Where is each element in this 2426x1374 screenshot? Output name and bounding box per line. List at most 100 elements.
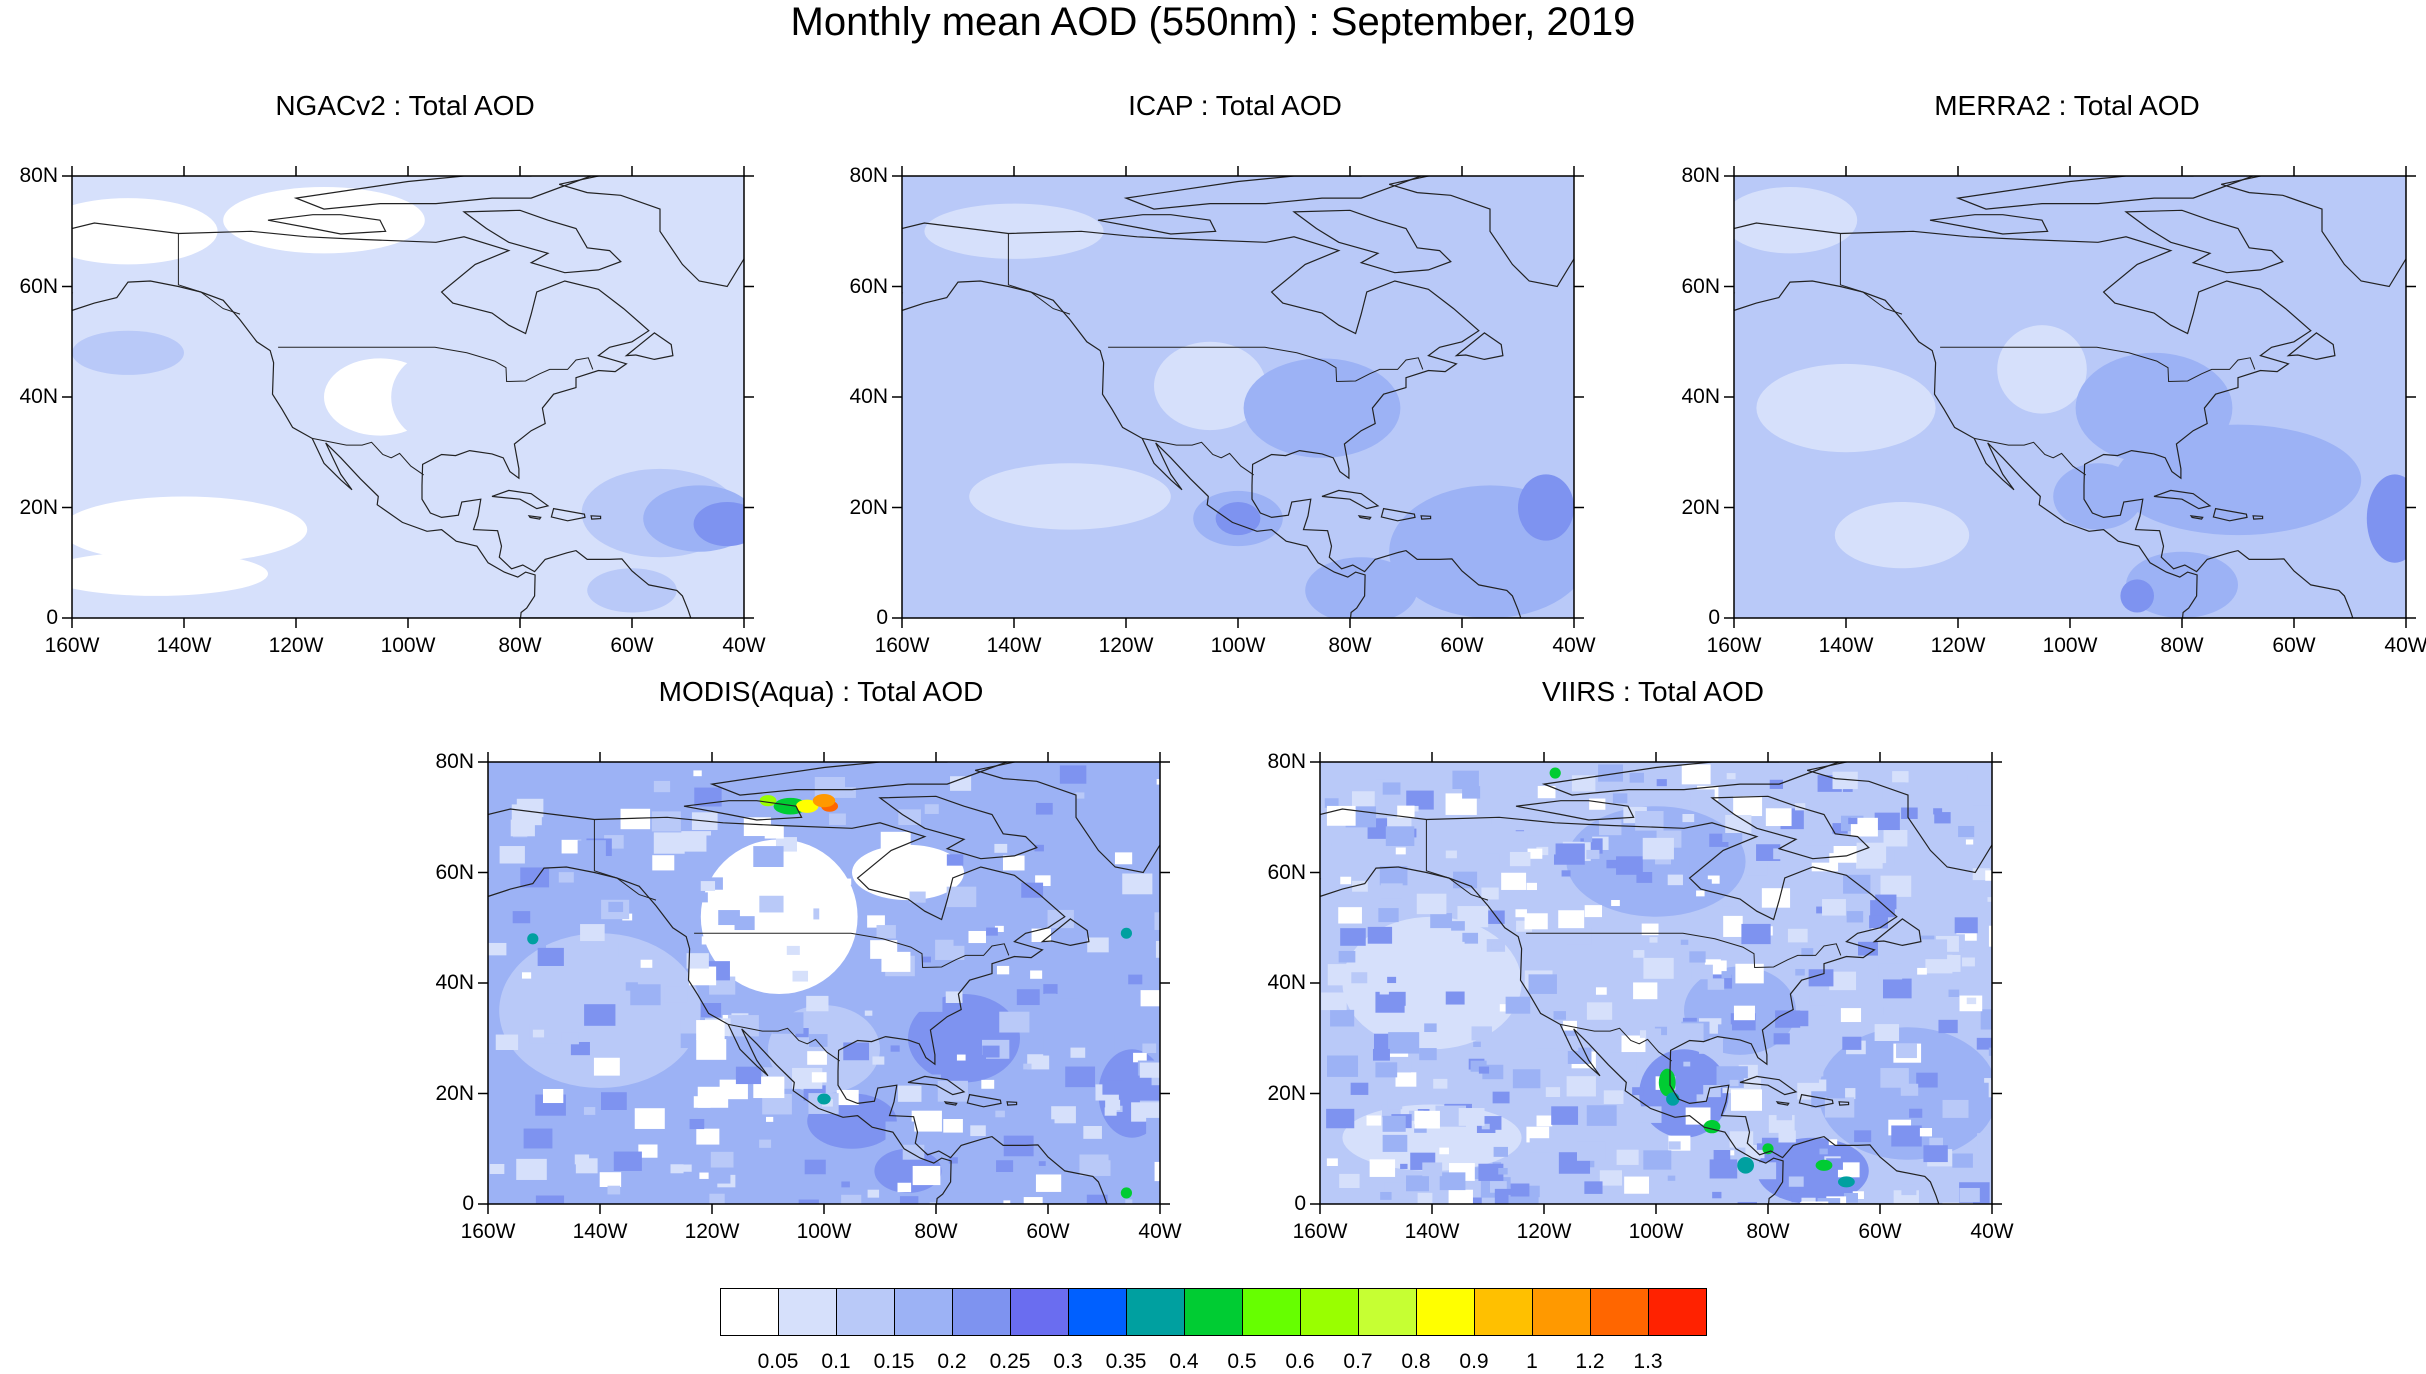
aod-cell	[806, 995, 829, 1012]
colorbar-box	[836, 1288, 895, 1336]
aod-cell	[1416, 893, 1447, 915]
aod-cell	[1809, 994, 1826, 1006]
aod-cell	[1458, 1108, 1485, 1126]
aod-cell	[1553, 843, 1585, 865]
lon-label: 140W	[986, 634, 1042, 657]
coastline-island	[943, 1101, 958, 1106]
aod-cell	[1492, 1091, 1510, 1104]
aod-cell	[601, 1092, 627, 1110]
aod-cell	[1140, 990, 1160, 1007]
coastline-island	[1798, 1093, 1834, 1108]
aod-region	[1342, 916, 1522, 1050]
aod-cell	[620, 808, 651, 830]
aod-cell	[1977, 1133, 1992, 1151]
aod-cell	[1035, 1174, 1062, 1192]
lon-label: 80W	[498, 634, 542, 657]
aod-cell	[516, 1158, 547, 1180]
aod-cell	[1616, 1149, 1639, 1165]
lat-label: 20N	[1681, 495, 1720, 519]
aod-cell	[1761, 888, 1791, 908]
aod-cell	[570, 1041, 590, 1056]
aod-cell	[1636, 872, 1653, 883]
aod-cell	[652, 1078, 679, 1096]
aod-cell	[1917, 967, 1927, 975]
aod-cell	[880, 980, 891, 988]
aod-cell	[686, 953, 709, 969]
coastline-island	[683, 800, 803, 821]
coastline-island	[1006, 1101, 1018, 1106]
aod-cell	[922, 956, 932, 963]
colorbar-label: 1.3	[1633, 1350, 1663, 1373]
coastline-island	[462, 209, 622, 274]
aod-region	[924, 203, 1104, 259]
aod-cell	[577, 840, 606, 860]
aod-cell	[608, 901, 624, 913]
aod-hotspot	[1762, 1143, 1774, 1155]
aod-cell	[523, 1128, 553, 1149]
aod-cell	[1382, 1115, 1406, 1132]
aod-cell	[693, 1096, 711, 1108]
aod-cell	[1154, 912, 1160, 930]
aod-cell	[1586, 1002, 1613, 1020]
lon-label: 120W	[268, 634, 324, 657]
aod-cell	[945, 991, 963, 1003]
aod-cell	[1639, 1030, 1652, 1038]
aod-cell	[996, 1114, 1014, 1127]
aod-cell	[614, 772, 637, 789]
coastline-north-america	[1734, 222, 2354, 618]
aod-cell	[613, 1151, 642, 1171]
coastline-island	[1775, 1101, 1790, 1106]
aod-cell	[520, 867, 550, 888]
aod-region	[908, 994, 1020, 1083]
aod-cell	[1880, 1068, 1909, 1088]
panel-ngacv2: NGACv2 : Total AOD 80N 60N 40N 20N 0 160W 140W…	[0, 90, 770, 657]
aod-cell	[792, 970, 809, 982]
aod-cell	[1756, 1143, 1767, 1150]
aod-cell	[499, 846, 525, 864]
aod-cell	[1616, 856, 1643, 875]
aod-cell	[1633, 982, 1658, 1000]
aod-cell	[912, 1165, 941, 1186]
aod-cell	[709, 1193, 725, 1204]
aod-cell	[1473, 1041, 1481, 1047]
aod-cell	[1499, 1004, 1511, 1012]
aod-region	[693, 501, 744, 547]
aod-hotspot	[817, 1093, 831, 1105]
aod-cell	[1668, 1141, 1681, 1150]
aod-cell	[1599, 1170, 1623, 1186]
aod-cell	[1829, 971, 1857, 991]
aod-cell	[1988, 1080, 1992, 1098]
colorbar-box	[1068, 1288, 1127, 1336]
country-border	[728, 1023, 840, 1062]
aod-cell	[1682, 813, 1695, 823]
aod-cell	[1801, 948, 1814, 957]
aod-cell	[1489, 1181, 1507, 1193]
panel-title: VIIRS : Total AOD	[1541, 676, 1765, 707]
coastline-island	[1097, 214, 1217, 235]
coastline-island	[1739, 1075, 1798, 1096]
aod-cell	[1713, 1150, 1731, 1162]
aod-cell	[1510, 1183, 1530, 1197]
country-border	[1560, 1023, 1672, 1062]
aod-cell	[1787, 928, 1808, 943]
aod-cell	[1624, 1176, 1650, 1194]
aod-cell	[1439, 1147, 1449, 1155]
aod-cell	[1378, 908, 1399, 923]
map	[478, 752, 1170, 1214]
aod-cell	[1445, 850, 1457, 859]
aod-cell	[829, 813, 846, 826]
aod-cell	[1589, 798, 1606, 810]
aod-cell	[1819, 1148, 1828, 1155]
aod-cell	[1133, 1052, 1147, 1063]
aod-cell	[1806, 1083, 1823, 1095]
country-border	[1007, 233, 1071, 315]
aod-cell	[1561, 870, 1571, 877]
aod-cell	[1720, 940, 1750, 961]
aod-cell	[1330, 1009, 1355, 1027]
aod-cell	[1729, 1079, 1739, 1087]
lat-label: 40N	[1267, 971, 1306, 994]
aod-cell	[1882, 978, 1912, 999]
aod-cell	[1672, 1023, 1704, 1045]
aod-cell	[1773, 1033, 1790, 1045]
aod-cell	[521, 972, 532, 979]
